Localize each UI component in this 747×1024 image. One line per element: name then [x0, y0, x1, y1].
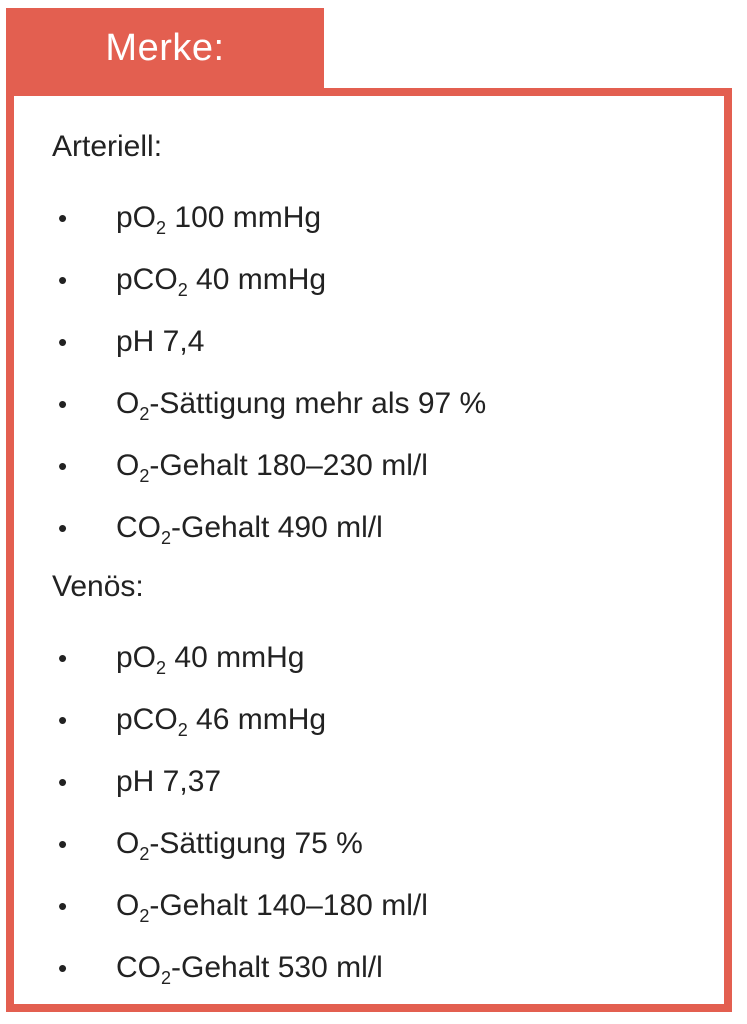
list-item: • pCO2 46 mmHg: [52, 700, 326, 740]
list-item-text: O2-Sättigung 75 %: [116, 827, 363, 864]
list-item: • O2-Sättigung mehr als 97 %: [52, 384, 486, 424]
list-item-text: pCO2 40 mmHg: [116, 263, 327, 300]
bullet-icon: •: [58, 767, 68, 797]
list-item: • pH 7,4: [52, 322, 204, 362]
bullet-icon: •: [58, 327, 68, 357]
list-item-text: O2-Sättigung mehr als 97 %: [116, 387, 487, 424]
bullet-icon: •: [58, 829, 68, 859]
list-item: • pO2 40 mmHg: [52, 638, 304, 678]
list-item: • CO2-Gehalt 490 ml/l: [52, 508, 383, 548]
list-item: • O2-Gehalt 140–180 ml/l: [52, 886, 428, 926]
list-item-text: CO2-Gehalt 530 ml/l: [116, 951, 383, 988]
bullet-icon: •: [58, 643, 68, 673]
bullet-icon: •: [58, 953, 68, 983]
list-item: • O2-Gehalt 180–230 ml/l: [52, 446, 428, 486]
bullet-icon: •: [58, 891, 68, 921]
list-item-text: pO2 40 mmHg: [116, 641, 305, 678]
bullet-icon: •: [58, 451, 68, 481]
list-item-text: pH 7,37: [116, 765, 222, 798]
list-item-text: O2-Gehalt 140–180 ml/l: [116, 889, 428, 926]
list-item-text: pO2 100 mmHg: [116, 201, 322, 238]
list-item: • O2-Sättigung 75 %: [52, 824, 363, 864]
list-item-text: CO2-Gehalt 490 ml/l: [116, 511, 383, 548]
list-item-text: pH 7,4: [116, 325, 205, 358]
list-item: • pH 7,37: [52, 762, 221, 802]
list-item: • pO2 100 mmHg: [52, 198, 321, 238]
bullet-icon: •: [58, 705, 68, 735]
bullet-icon: •: [58, 203, 68, 233]
list-item: • pCO2 40 mmHg: [52, 260, 326, 300]
merke-title: Merke:: [105, 26, 225, 69]
section-heading-arteriell: Arteriell:: [52, 130, 163, 163]
bullet-icon: •: [58, 513, 68, 543]
bullet-icon: •: [58, 265, 68, 295]
list-item-text: O2-Gehalt 180–230 ml/l: [116, 449, 428, 486]
list-item: • CO2-Gehalt 530 ml/l: [52, 948, 383, 988]
list-item-text: pCO2 46 mmHg: [116, 703, 327, 740]
merke-box: Arteriell: • pO2 100 mmHg • pCO2 40 mmHg…: [6, 88, 732, 1012]
merke-tab: Merke:: [6, 8, 324, 88]
section-heading-venoes: Venös:: [52, 570, 144, 603]
bullet-icon: •: [58, 389, 68, 419]
